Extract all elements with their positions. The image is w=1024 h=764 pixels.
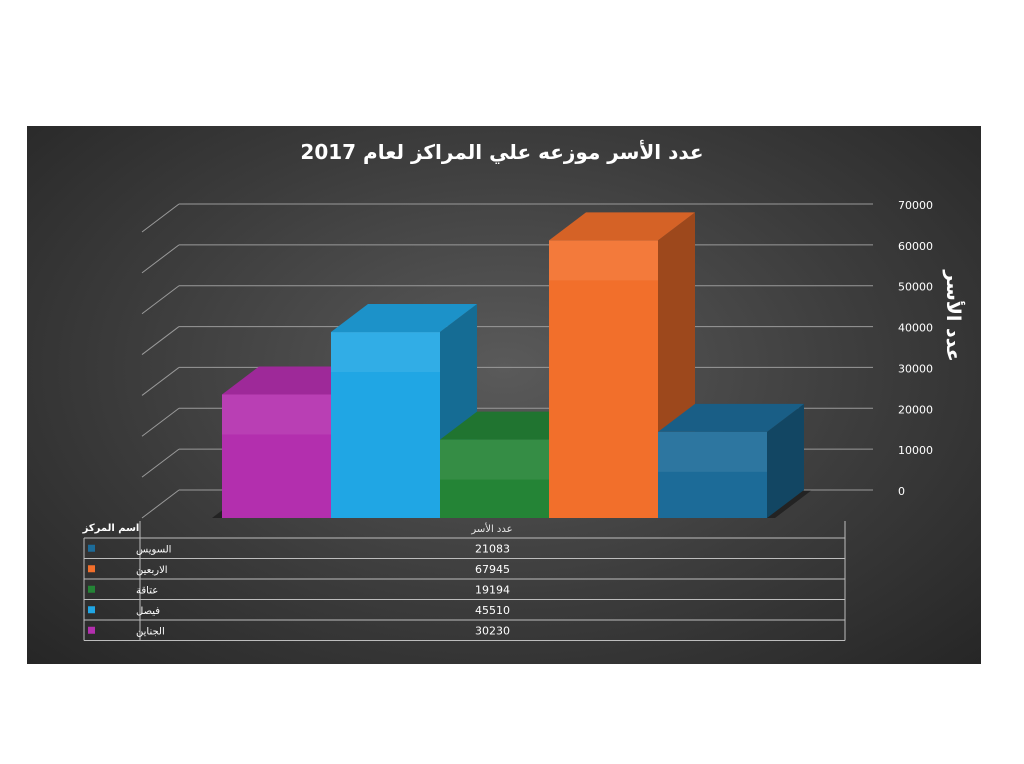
gridline-side bbox=[141, 326, 180, 355]
table-legend-key bbox=[88, 544, 95, 552]
table-row-name: الاربعين bbox=[136, 565, 168, 576]
table-row-name: عتاقة bbox=[136, 585, 158, 596]
y-tick-label: 20000 bbox=[898, 403, 933, 416]
table-row-value: 45510 bbox=[475, 604, 510, 617]
bar-highlight bbox=[222, 394, 331, 435]
gridline-side bbox=[141, 489, 180, 519]
y-tick-label: 60000 bbox=[898, 240, 933, 253]
y-tick-label: 40000 bbox=[898, 322, 933, 335]
y-tick-label: 30000 bbox=[898, 362, 933, 375]
y-tick-label: 10000 bbox=[898, 444, 933, 457]
bar-highlight bbox=[440, 439, 549, 480]
y-tick-label: 0 bbox=[898, 485, 905, 498]
table-row-value: 19194 bbox=[475, 583, 510, 596]
bar-highlight bbox=[658, 431, 767, 472]
table-row-value: 30230 bbox=[475, 624, 510, 637]
chart-title: عدد الأسر موزعه علي المراكز لعام 2017 bbox=[300, 139, 703, 165]
bar-top bbox=[331, 304, 477, 333]
bar-side bbox=[767, 403, 804, 518]
table-legend-key bbox=[88, 606, 95, 614]
bars bbox=[222, 212, 804, 518]
bar-top bbox=[658, 403, 804, 432]
bar-highlight bbox=[549, 240, 658, 281]
table-row-name: فيصل bbox=[136, 606, 160, 617]
table-legend-key bbox=[88, 585, 95, 593]
bar-top bbox=[549, 212, 695, 241]
data-table: اسم المركز عدد الأسر السويس 21083 الاربعين… bbox=[82, 521, 846, 641]
y-axis-title: عدد الأسر bbox=[942, 269, 965, 361]
table-column-header: عدد الأسر bbox=[470, 522, 512, 535]
gridline-side bbox=[141, 407, 180, 437]
gridline-side bbox=[141, 367, 180, 396]
table-legend-key bbox=[88, 626, 95, 634]
y-tick-label: 50000 bbox=[898, 281, 933, 294]
table-row-value: 67945 bbox=[475, 563, 510, 576]
table-row-value: 21083 bbox=[475, 542, 510, 555]
bar-front bbox=[331, 332, 440, 518]
bar-front bbox=[440, 439, 549, 518]
bar bbox=[658, 403, 804, 518]
bar bbox=[331, 304, 477, 518]
gridline-side bbox=[141, 244, 180, 274]
chart-panel: عدد الأسر موزعه علي المراكز لعام 2017 0 1… bbox=[27, 126, 981, 664]
gridline-side bbox=[141, 285, 180, 315]
table-legend-key bbox=[88, 565, 95, 573]
table-row-name: السويس bbox=[136, 544, 171, 555]
table-corner-label: اسم المركز bbox=[82, 523, 140, 534]
bar-chart-3d: عدد الأسر موزعه علي المراكز لعام 2017 0 1… bbox=[82, 139, 965, 641]
gridline-side bbox=[141, 203, 180, 233]
gridline-side bbox=[141, 448, 180, 478]
bar-highlight bbox=[331, 332, 440, 373]
y-axis-ticks: 0 10000 20000 30000 40000 50000 60000 70000 bbox=[898, 199, 933, 498]
table-row-name: الجناين bbox=[136, 626, 165, 637]
bar-front bbox=[222, 394, 331, 518]
bar-front bbox=[658, 431, 767, 518]
y-tick-label: 70000 bbox=[898, 199, 933, 212]
bar-front bbox=[549, 240, 658, 518]
